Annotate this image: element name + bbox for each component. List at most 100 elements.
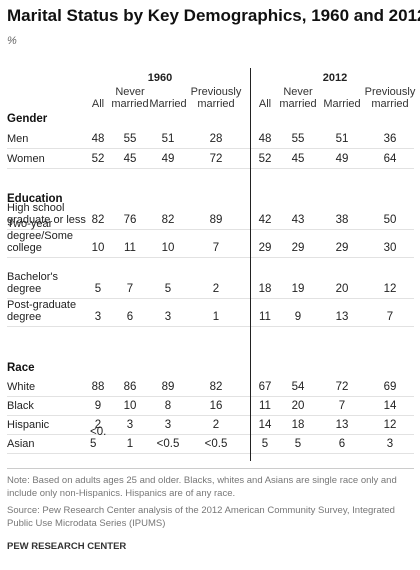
column-header-line: Previously [190,86,242,98]
table-cell: 72 [194,153,238,165]
column-header-line: All [258,98,272,110]
table-cell: 51 [146,133,190,145]
row-divider [7,148,414,149]
table-cell-text: 7 [212,242,220,254]
row-divider [7,396,414,397]
row-label-line: Post-graduate [7,299,77,311]
table-cell: 11 [243,311,287,323]
table-cell-text: 43 [291,214,305,226]
row-label: Black [7,400,34,412]
table-cell-text: 14 [383,400,397,412]
row-label: Asian [7,438,35,450]
row-divider [7,453,414,454]
table-cell-text: 11 [259,311,271,323]
table-cell: 86 [108,381,152,393]
table-cell-text: 6 [126,311,134,323]
table-cell-text: 38 [335,214,349,226]
table-cell-text: 52 [258,153,272,165]
year-header-2012: 2012 [322,72,348,84]
row-divider [7,415,414,416]
table-cell: 1 [108,438,152,450]
column-header: Never married [278,86,318,110]
table-cell-text: 69 [383,381,397,393]
table-cell-text: 13 [335,311,349,323]
row-label-line: degree/Some [7,230,74,242]
table-cell-text: 7 [338,400,346,412]
table-cell-text: 5 [94,283,102,295]
table-cell: 82 [76,214,120,226]
table-cell-text: 29 [258,242,272,254]
table-cell-text: 42 [258,214,272,226]
table-cell: 16 [194,400,238,412]
table-cell: 14 [368,400,412,412]
table-cell-text: 67 [258,381,272,393]
table-cell-text: 9 [94,400,102,412]
row-label-line: Bachelor's [7,271,59,283]
row-label: High school graduate or less [7,202,86,226]
table-cell-text: 49 [161,153,175,165]
column-header-line: married [279,98,317,110]
table-cell: 82 [146,214,190,226]
column-header-line: All [91,98,105,110]
table-cell: 52 [76,153,120,165]
table-cell-text: 14 [258,419,272,431]
row-label-line: Women [7,153,45,165]
table-cell: 28 [194,133,238,145]
table-cell: 3 [76,311,120,323]
table-cell: 13 [320,311,364,323]
table-cell: 29 [320,242,364,254]
table-cell: 29 [243,242,287,254]
table-cell-text: 51 [161,133,175,145]
table-cell: 5 [243,438,287,450]
table-cell: 29 [276,242,320,254]
table-cell-text: 51 [335,133,349,145]
table-cell-text: 5 [90,438,97,450]
row-divider [7,298,414,299]
row-label: Hispanic [7,419,49,431]
section-title: Race [7,362,35,374]
table-cell-text: 5 [294,438,302,450]
table-cell: 67 [243,381,287,393]
period-divider [250,68,251,461]
table-cell: 20 [320,283,364,295]
table-cell: 1 [194,311,238,323]
row-divider [7,168,414,169]
table-cell: 89 [146,381,190,393]
table-cell-text: 55 [291,133,305,145]
table-cell-text: 86 [123,381,137,393]
table-cell-text: 48 [258,133,272,145]
brand-logo-text: PEW RESEARCH CENTER [7,541,127,552]
table-cell-text: 29 [291,242,305,254]
column-header: Never married [110,86,150,110]
table-cell: 3 [368,438,412,450]
table-cell-text: 12 [383,283,397,295]
table-cell-text: 3 [164,419,172,431]
table-cell-text: 19 [291,283,305,295]
row-label: Men [7,133,28,145]
table-cell-text: 3 [94,311,102,323]
table-cell-text: 54 [291,381,305,393]
table-cell-text: 9 [294,311,302,323]
table-cell-text: 20 [335,283,349,295]
table-cell: 45 [276,153,320,165]
table-cell: 5 [276,438,320,450]
table-cell: 48 [76,133,120,145]
table-cell-text: 2 [212,283,220,295]
table-cell-text: 10 [161,242,175,254]
table-cell-text: 82 [91,214,105,226]
table-cell: 2 [76,419,120,431]
table-cell-text: 55 [123,133,137,145]
table-cell-text: 28 [209,133,223,145]
table-cell: 2 [194,419,238,431]
table-cell-text: 7 [126,283,134,295]
table-cell: 43 [276,214,320,226]
column-header: Previously married [190,86,242,110]
table-cell-text: 3 [386,438,394,450]
table-cell: 3 [146,419,190,431]
table-cell: 49 [146,153,190,165]
table-cell-text: <0. [90,426,107,438]
row-label: Post-graduate degree [7,299,76,323]
table-cell: 11 [108,242,152,254]
table-cell-text: 89 [209,214,223,226]
table-cell: 50 [368,214,412,226]
